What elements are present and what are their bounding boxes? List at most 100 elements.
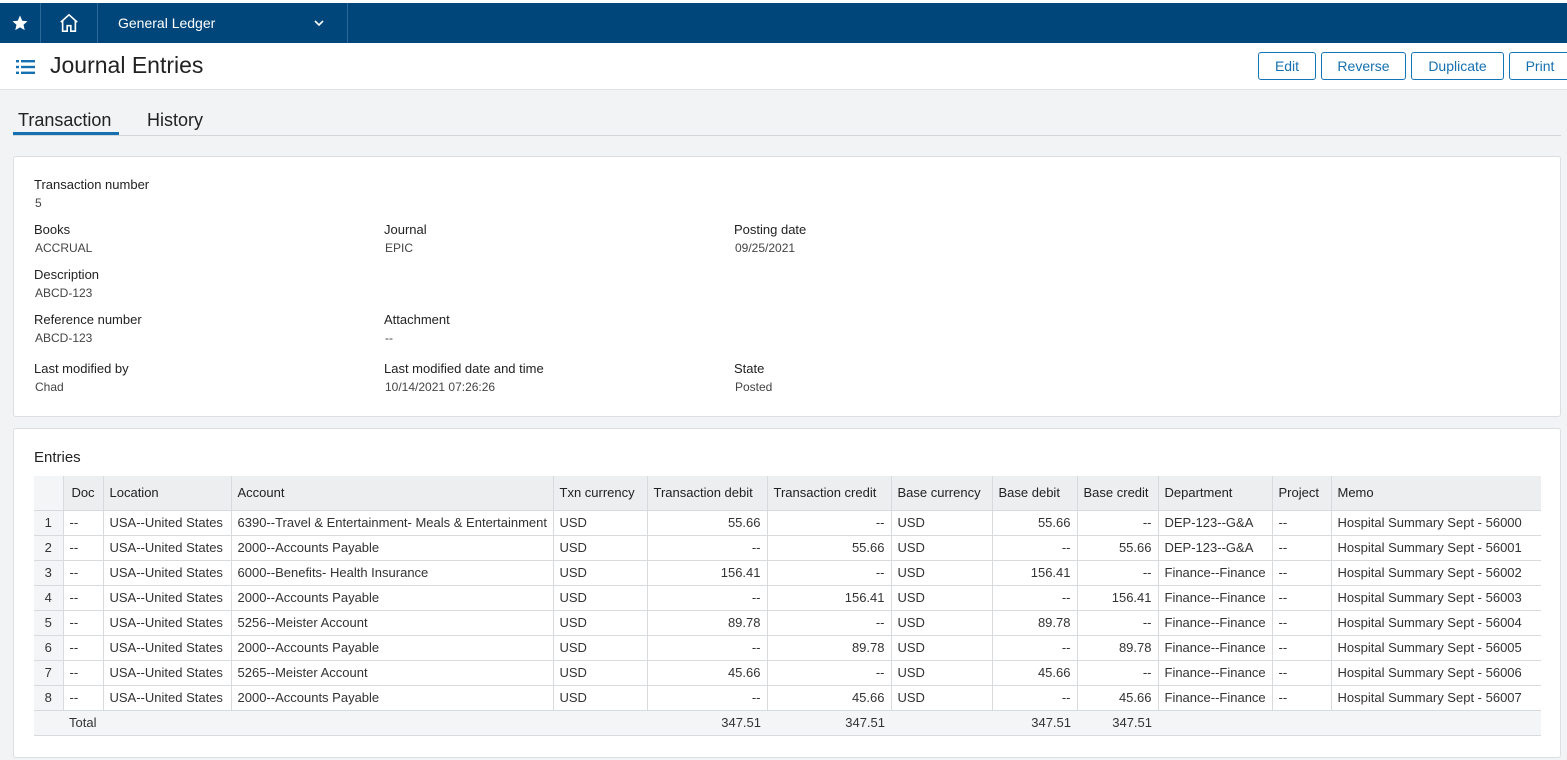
cell: DEP-123--G&A [1157, 510, 1272, 536]
action-button[interactable]: Duplicate [1411, 52, 1504, 80]
total-cell: 347.51 [647, 710, 767, 736]
column-header: Project [1271, 476, 1331, 511]
cell: 89.78 [991, 610, 1077, 636]
entry-row[interactable]: 7 -- USA--United States 5265--Meister Accou… [34, 660, 1541, 686]
cell: USD [890, 635, 992, 661]
column-header: Base currency [890, 476, 992, 511]
cell: USA--United States [102, 535, 231, 561]
column-header: Transaction debit [646, 476, 767, 511]
row-number: 6 [34, 635, 63, 661]
cell: 2000--Accounts Payable [230, 635, 553, 661]
cell: -- [1076, 660, 1158, 686]
cell: -- [1271, 560, 1331, 586]
cell: -- [1271, 685, 1331, 711]
cell: -- [1271, 535, 1331, 561]
page-header: Journal Entries Edit Reverse Duplicate Prin… [0, 43, 1567, 90]
list-icon[interactable] [16, 59, 36, 75]
star-icon [12, 15, 28, 31]
cell: USA--United States [102, 560, 231, 586]
cell: USD [552, 560, 647, 586]
cell: -- [991, 685, 1077, 711]
action-button[interactable]: Reverse [1321, 52, 1406, 80]
cell: USD [890, 685, 992, 711]
cell: -- [62, 635, 103, 661]
entries-title: Entries [34, 449, 81, 466]
tab[interactable]: History [147, 110, 204, 130]
total-cell [103, 710, 231, 736]
cell: USA--United States [102, 685, 231, 711]
cell: 55.66 [646, 510, 767, 536]
total-cell [1158, 710, 1272, 736]
cell: 89.78 [766, 635, 891, 661]
cell: -- [646, 535, 767, 561]
cell: -- [646, 685, 767, 711]
favorites-button[interactable] [0, 3, 41, 43]
field-value: 09/25/2021 [735, 241, 796, 255]
cell: -- [646, 635, 767, 661]
tab[interactable]: Transaction [18, 110, 112, 130]
cell: 156.41 [991, 560, 1077, 586]
row-number: 1 [34, 510, 63, 536]
row-number [34, 710, 63, 736]
entry-row[interactable]: 6 -- USA--United States 2000--Accounts Paya… [34, 635, 1541, 661]
cell: USD [552, 510, 647, 536]
field-label: Transaction number [34, 177, 150, 192]
cell: -- [1076, 510, 1158, 536]
total-cell: 347.51 [767, 710, 891, 736]
total-row: Total 347.51 347.51 347.51 347.51 [34, 710, 1541, 736]
header-row: Doc Location Account Txn currency Transactio… [34, 476, 1541, 511]
cell: 55.66 [991, 510, 1077, 536]
total-cell: 347.51 [1077, 710, 1158, 736]
cell: 6390--Travel & Entertainment- Meals & En… [230, 510, 553, 536]
action-button[interactable]: Print [1509, 52, 1567, 80]
column-header: Account [230, 476, 553, 511]
cell: 6000--Benefits- Health Insurance [230, 560, 553, 586]
field-label: Journal [384, 222, 427, 237]
cell: -- [766, 660, 891, 686]
entry-row[interactable]: 3 -- USA--United States 6000--Benefits- Hea… [34, 560, 1541, 586]
cell: -- [62, 610, 103, 636]
cell: Hospital Summary Sept - 56004 [1330, 610, 1541, 636]
cell: -- [1271, 510, 1331, 536]
cell: -- [766, 510, 891, 536]
action-button[interactable]: Edit [1258, 52, 1316, 80]
entry-row[interactable]: 2 -- USA--United States 2000--Accounts Paya… [34, 535, 1541, 561]
cell: Finance--Finance [1157, 560, 1272, 586]
page-title: Journal Entries [50, 52, 204, 78]
field-value: EPIC [385, 241, 414, 255]
row-number: 2 [34, 535, 63, 561]
cell: Hospital Summary Sept - 56001 [1330, 535, 1541, 561]
column-header: Department [1157, 476, 1272, 511]
details-card: Transaction number 5 Books ACCRUAL Journal EP… [13, 156, 1561, 417]
home-button[interactable] [41, 3, 98, 43]
total-cell: 347.51 [992, 710, 1077, 736]
row-number: 5 [34, 610, 63, 636]
field-label: Description [34, 267, 100, 282]
entry-row[interactable]: 4 -- USA--United States 2000--Accounts Paya… [34, 585, 1541, 611]
home-icon [60, 13, 78, 32]
entry-row[interactable]: 1 -- USA--United States 6390--Travel & Ente… [34, 510, 1541, 536]
entry-row[interactable]: 8 -- USA--United States 2000--Accounts Paya… [34, 685, 1541, 711]
entries-table: Doc Location Account Txn currency Transactio… [34, 476, 1541, 736]
cell: -- [62, 560, 103, 586]
cell: 156.41 [1076, 585, 1158, 611]
table-body: 1 -- USA--United States 6390--Travel & Ente… [34, 510, 1541, 736]
cell: Finance--Finance [1157, 660, 1272, 686]
cell: USD [552, 535, 647, 561]
cell: 89.78 [646, 610, 767, 636]
cell: -- [766, 610, 891, 636]
field-value: 5 [35, 196, 42, 210]
cell: -- [991, 585, 1077, 611]
column-header: Base credit [1076, 476, 1158, 511]
field-value: ABCD-123 [35, 331, 93, 345]
entry-row[interactable]: 5 -- USA--United States 5256--Meister Accou… [34, 610, 1541, 636]
module-menu[interactable]: General Ledger [98, 3, 348, 43]
cell: Hospital Summary Sept - 56002 [1330, 560, 1541, 586]
cell: 55.66 [1076, 535, 1158, 561]
field-label: Books [34, 222, 71, 237]
cell: 5256--Meister Account [230, 610, 553, 636]
cell: -- [62, 660, 103, 686]
cell: -- [62, 535, 103, 561]
column-header: Transaction credit [766, 476, 891, 511]
cell: 45.66 [646, 660, 767, 686]
